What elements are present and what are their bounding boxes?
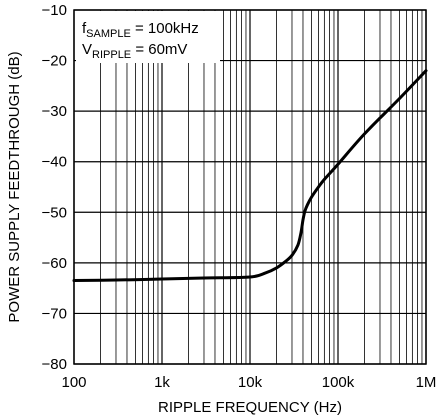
x-tick-label: 100 [61, 374, 86, 391]
annotation-line-2: VRIPPLE = 60mV [82, 41, 187, 61]
series-line [72, 69, 428, 283]
y-tick-label: −10 [42, 2, 67, 19]
y-axis-title: POWER SUPPLY FEEDTHROUGH (dB) [6, 51, 23, 322]
annotation-background [76, 11, 220, 63]
minor-grid [100, 10, 423, 364]
y-tick-label: −60 [42, 255, 67, 272]
x-tick-label: 1M [416, 374, 437, 391]
y-tick-label: −30 [42, 103, 67, 120]
x-tick-label: 1k [154, 374, 170, 391]
x-tick-labels: 100 1k 10k 100k 1M [61, 374, 436, 391]
x-tick-label: 100k [322, 374, 355, 391]
y-tick-label: −20 [42, 53, 67, 70]
y-tick-label: −50 [42, 204, 67, 221]
y-tick-label: −40 [42, 154, 67, 171]
y-tick-label: −70 [42, 305, 67, 322]
annotation-line-1: fSAMPLE = 100kHz [82, 20, 199, 40]
y-tick-labels: −80 −70 −60 −50 −40 −30 −20 −10 [42, 2, 67, 373]
y-tick-label: −80 [42, 356, 67, 373]
x-axis-title: RIPPLE FREQUENCY (Hz) [158, 399, 342, 416]
x-tick-label: 10k [238, 374, 263, 391]
annotation-box: fSAMPLE = 100kHz VRIPPLE = 60mV [76, 11, 220, 63]
plot-frame [73, 9, 427, 365]
